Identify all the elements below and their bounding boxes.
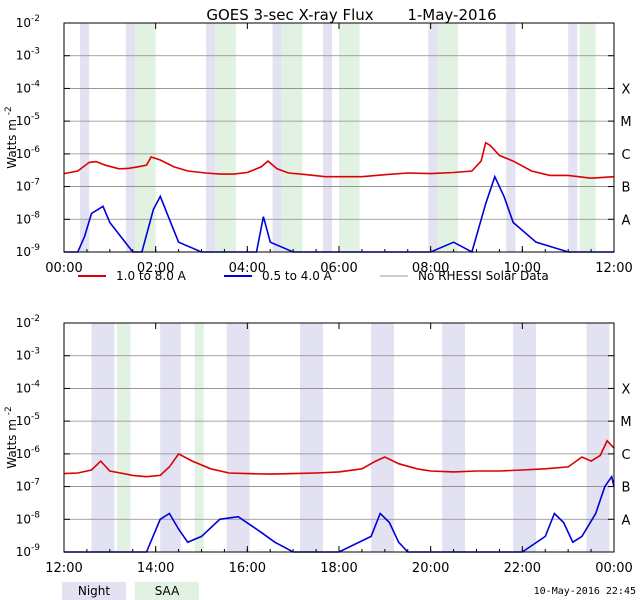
night-band <box>160 323 181 552</box>
y-tick-label: 10-8 <box>16 210 41 226</box>
night-band <box>272 23 282 252</box>
panel-1: 10-9 10-8 10-7 10-6 10-5 10-4 10-3 10-2 A B C M X 00:… <box>4 14 633 276</box>
night-band <box>371 323 394 552</box>
chart-title: GOES 3-sec X-ray Flux <box>206 6 373 24</box>
legend-label-norhessi: No RHESSI Solar Data <box>418 269 549 283</box>
plot-frame <box>63 322 615 553</box>
night-band <box>226 323 250 552</box>
class-label-m: M <box>620 415 631 430</box>
night-band <box>80 23 90 252</box>
y-tick-label: 10-5 <box>16 412 40 428</box>
class-label-c: C <box>621 148 630 163</box>
saa-key-label: SAA <box>155 584 180 598</box>
generation-timestamp: 10-May-2016 22:45 <box>534 586 636 597</box>
saa-key-swatch <box>135 582 199 600</box>
night-band <box>568 23 578 252</box>
class-label-m: M <box>620 115 631 130</box>
y-tick-label: 10-6 <box>16 445 41 461</box>
x-tick-label: 18:00 <box>320 561 357 576</box>
saa-band <box>194 323 204 552</box>
y-tick-label: 10-6 <box>16 145 41 161</box>
x-tick-label: 02:00 <box>137 261 174 276</box>
class-label-c: C <box>621 448 630 463</box>
y-tick-label: 10-5 <box>16 112 40 128</box>
saa-band <box>579 23 596 252</box>
series-line-low <box>63 141 615 180</box>
class-label-b: B <box>622 481 631 496</box>
x-tick-label: 00:00 <box>595 561 632 576</box>
night-band <box>506 23 516 252</box>
night-key-swatch <box>62 582 126 600</box>
x-tick-label: 06:00 <box>320 261 357 276</box>
x-tick-label: 10:00 <box>504 261 541 276</box>
y-tick-label: 10-3 <box>16 47 40 63</box>
y-tick-label: 10-8 <box>16 510 41 526</box>
x-tick-label: 08:00 <box>412 261 449 276</box>
legend: 1.0 to 8.0 A 0.5 to 4.0 A No RHESSI Sola… <box>78 269 549 283</box>
series-line-high <box>64 474 615 553</box>
night-band <box>442 323 466 552</box>
saa-band <box>281 23 303 252</box>
y-tick-label: 10-2 <box>16 314 40 330</box>
night-band <box>428 23 438 252</box>
night-band <box>300 323 323 552</box>
y-tick-label: 10-9 <box>16 243 41 259</box>
x-tick-label: 00:00 <box>45 261 82 276</box>
night-key-label: Night <box>78 584 111 598</box>
chart-date: 1-May-2016 <box>407 6 496 24</box>
night-band <box>586 323 610 552</box>
saa-band <box>437 23 459 252</box>
legend-label-low: 1.0 to 8.0 A <box>116 269 187 283</box>
y-axis-label: Watts m -2 <box>4 406 19 468</box>
saa-band <box>215 23 236 252</box>
night-band <box>125 23 136 252</box>
y-tick-label: 10-3 <box>16 347 40 363</box>
x-tick-label: 20:00 <box>412 561 449 576</box>
x-tick-label: 12:00 <box>45 561 82 576</box>
class-label-b: B <box>622 181 631 196</box>
class-label-x: X <box>622 82 631 97</box>
night-band <box>322 23 333 252</box>
legend-label-high: 0.5 to 4.0 A <box>262 269 333 283</box>
x-tick-label: 16:00 <box>229 561 266 576</box>
y-tick-label: 10-4 <box>16 79 41 95</box>
night-band <box>206 23 216 252</box>
y-tick-label: 10-4 <box>16 379 41 395</box>
x-tick-label: 22:00 <box>504 561 541 576</box>
class-label-a: A <box>622 513 631 528</box>
class-label-a: A <box>622 213 631 228</box>
y-axis-label: Watts m -2 <box>4 106 19 168</box>
y-tick-label: 10-7 <box>16 478 40 494</box>
x-tick-label: 14:00 <box>137 561 174 576</box>
plot-frame <box>63 22 615 253</box>
panel-2: 10-9 10-8 10-7 10-6 10-5 10-4 10-3 10-2 A B C M X 12:… <box>4 314 633 576</box>
saa-band <box>339 23 360 252</box>
night-band <box>91 323 115 552</box>
class-label-x: X <box>622 382 631 397</box>
night-band <box>513 323 537 552</box>
saa-band <box>116 323 131 552</box>
series-line-low <box>63 439 615 478</box>
x-tick-label: 12:00 <box>595 261 632 276</box>
x-tick-label: 04:00 <box>229 261 266 276</box>
saa-band <box>135 23 156 252</box>
y-tick-label: 10-2 <box>16 14 40 30</box>
y-tick-label: 10-9 <box>16 543 41 559</box>
y-tick-label: 10-7 <box>16 178 40 194</box>
